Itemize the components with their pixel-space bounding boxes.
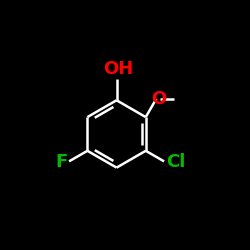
- Text: O: O: [151, 90, 166, 108]
- Text: OH: OH: [104, 60, 134, 78]
- Text: Cl: Cl: [166, 153, 186, 171]
- Text: F: F: [55, 153, 67, 171]
